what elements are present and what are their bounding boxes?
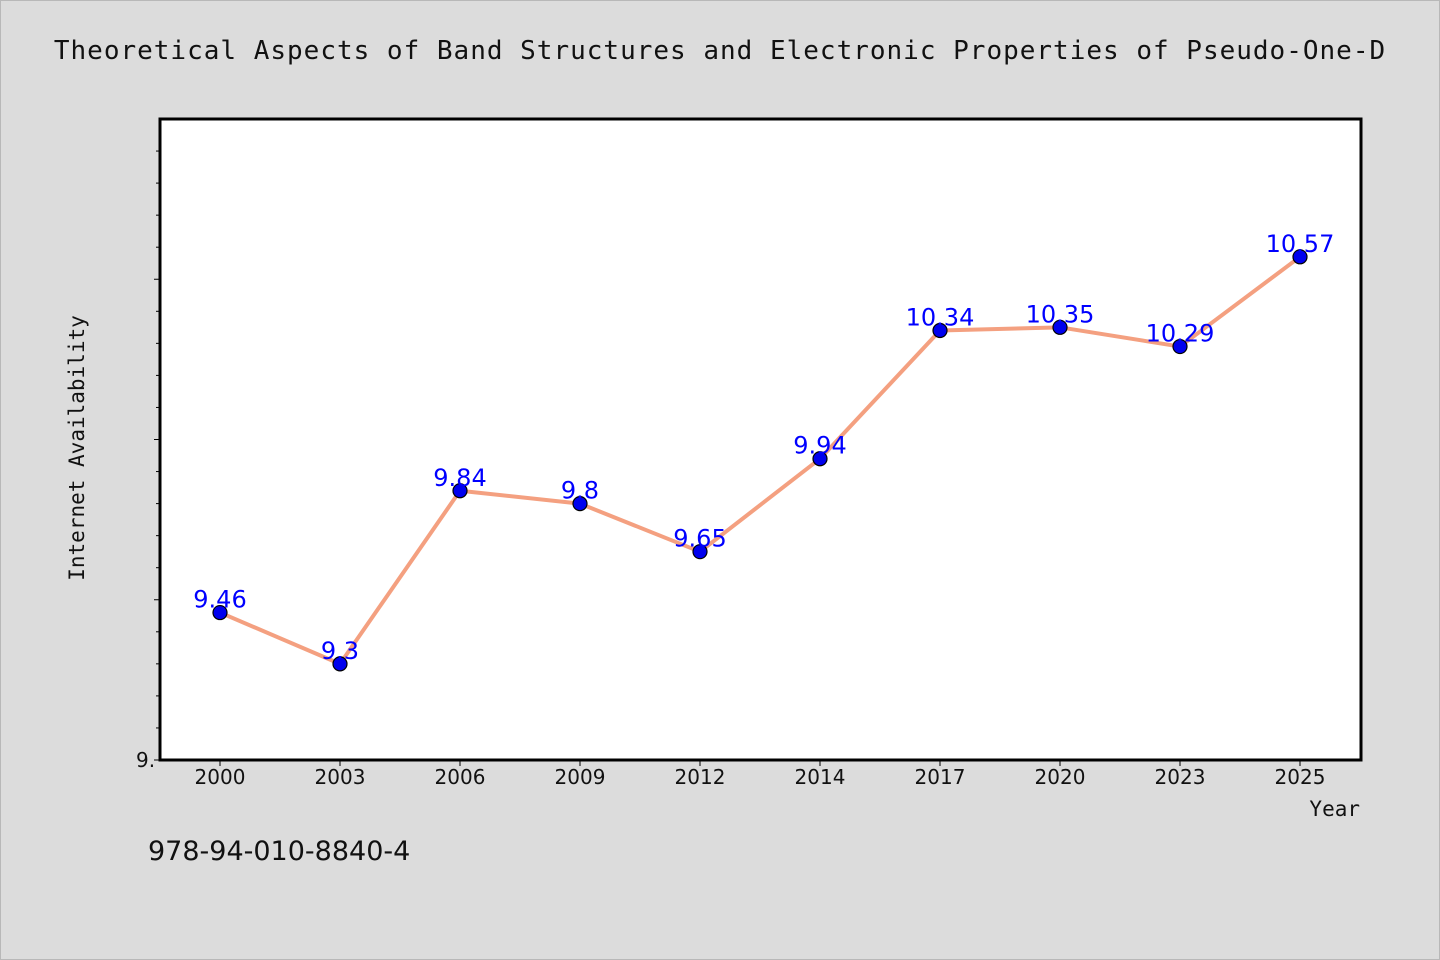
data-point <box>812 451 828 467</box>
series-line <box>218 254 1302 666</box>
data-label: 9.84 <box>433 464 486 492</box>
data-label: 10.29 <box>1146 320 1215 348</box>
data-point <box>1052 319 1068 335</box>
x-axis-title: Year <box>1309 797 1360 821</box>
plot-area <box>158 117 1363 762</box>
data-point <box>1292 249 1308 265</box>
x-tick-label: 2025 <box>1275 765 1326 789</box>
data-labels: 9.46 9.3 9.84 9.8 9.65 9.94 10.34 10.35 10.29 10.… <box>193 230 1334 665</box>
data-point <box>332 656 348 672</box>
x-axis-ticks: 2000 2003 2006 2009 2012 2014 2017 2020 2023 2025 <box>195 760 1326 789</box>
data-label: 10.57 <box>1266 230 1335 258</box>
x-tick-label: 2006 <box>435 765 486 789</box>
x-tick-label: 2020 <box>1035 765 1086 789</box>
y-tick-label: 9. <box>136 748 155 772</box>
data-point <box>932 322 948 339</box>
data-point <box>692 544 708 560</box>
x-tick-label: 2009 <box>555 765 606 789</box>
x-tick-label: 2014 <box>795 765 846 789</box>
data-label: 9.3 <box>321 637 359 665</box>
data-point <box>452 483 468 499</box>
data-point <box>572 496 588 512</box>
data-label: 9.46 <box>193 586 246 614</box>
y-axis-title: Internet Availability <box>65 315 89 581</box>
isbn-footnote: 978-94-010-8840-4 <box>148 836 411 867</box>
data-markers <box>212 249 1308 672</box>
data-label: 10.34 <box>906 304 975 332</box>
y-axis-ticks <box>154 150 160 761</box>
x-tick-label: 2023 <box>1155 765 1206 789</box>
series-line-group <box>218 254 1302 666</box>
data-label: 10.35 <box>1026 300 1095 328</box>
data-label: 9.65 <box>673 525 726 553</box>
data-point <box>212 604 228 621</box>
chart-title: Theoretical Aspects of Band Structures a… <box>53 36 1387 66</box>
x-tick-label: 2000 <box>195 765 246 789</box>
x-tick-label: 2012 <box>675 765 726 789</box>
data-label: 9.94 <box>793 432 846 460</box>
data-point <box>1172 338 1188 355</box>
x-tick-label: 2003 <box>315 765 366 789</box>
data-label: 9.8 <box>561 477 599 505</box>
x-tick-label: 2017 <box>915 765 966 789</box>
